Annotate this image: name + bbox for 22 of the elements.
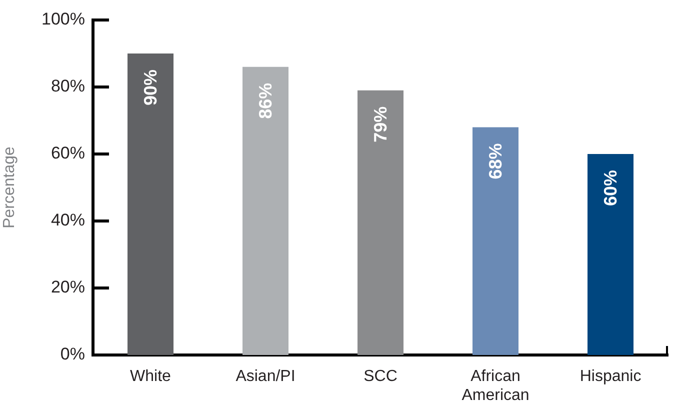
- bar: [242, 66, 288, 355]
- data-label: 86%: [255, 82, 276, 119]
- data-label: 60%: [600, 170, 620, 206]
- data-label: 68%: [485, 143, 506, 180]
- y-tick-label: 20%: [50, 278, 85, 297]
- bar: [128, 54, 174, 355]
- bar: [358, 90, 404, 355]
- y-tick-label: 0%: [60, 344, 85, 364]
- x-tick-label: African American: [462, 368, 530, 404]
- data-label: 79%: [370, 106, 390, 142]
- data-label: 90%: [140, 70, 160, 106]
- x-tick-label: SCC: [364, 368, 398, 386]
- x-tick-label: White: [130, 368, 172, 386]
- bar: [588, 154, 634, 355]
- y-tick-label: 40%: [50, 210, 85, 230]
- x-tick-label: Hispanic: [580, 368, 642, 386]
- y-axis-title: Percentage: [1, 146, 18, 228]
- y-tick-label: 80%: [50, 76, 85, 96]
- bar: [472, 127, 518, 355]
- x-tick-label: Asian/PI: [236, 368, 296, 386]
- y-tick-label: 100%: [42, 10, 85, 29]
- y-tick-label: 60%: [50, 144, 85, 163]
